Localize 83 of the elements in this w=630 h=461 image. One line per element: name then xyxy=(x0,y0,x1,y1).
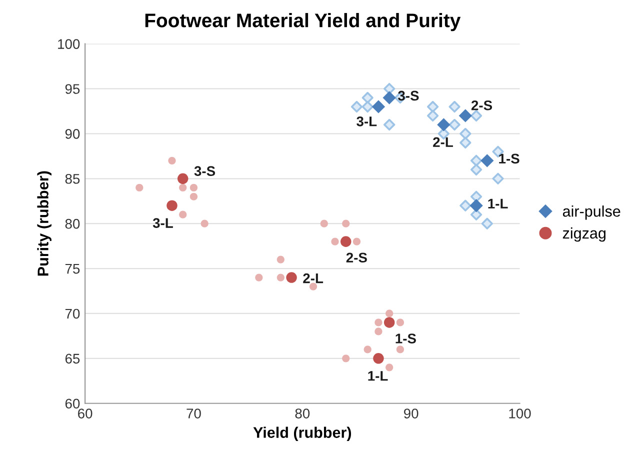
point xyxy=(340,236,352,247)
point xyxy=(168,156,176,164)
y-tick-label: 60 xyxy=(65,398,80,409)
point xyxy=(372,100,386,114)
point xyxy=(177,173,188,184)
point xyxy=(350,100,363,113)
point xyxy=(470,208,482,220)
point xyxy=(470,190,482,202)
annotation: 3-S xyxy=(194,166,216,176)
point xyxy=(166,200,178,211)
point xyxy=(480,154,494,168)
legend-label: air-pulse xyxy=(562,206,620,220)
point xyxy=(362,100,374,113)
legend-label: zigzag xyxy=(562,227,606,242)
point xyxy=(492,172,504,184)
point xyxy=(386,364,394,372)
x-tick-label: 60 xyxy=(78,408,92,418)
point xyxy=(384,118,396,131)
point xyxy=(481,218,493,230)
point xyxy=(276,256,284,264)
point xyxy=(374,318,382,326)
point xyxy=(426,110,439,122)
annotation: 1-L xyxy=(368,371,388,381)
y-tick-label: 95 xyxy=(65,84,80,94)
x-tick-label: 70 xyxy=(186,408,201,418)
point xyxy=(470,154,482,166)
point xyxy=(426,100,439,113)
point xyxy=(460,128,472,140)
annotation: 3-L xyxy=(152,218,173,228)
point xyxy=(470,164,482,176)
point xyxy=(382,91,396,104)
point xyxy=(437,118,450,132)
point xyxy=(179,210,187,218)
point xyxy=(200,220,208,228)
y-tick-label: 100 xyxy=(58,39,80,49)
x-tick-label: 80 xyxy=(295,408,310,418)
point xyxy=(458,109,472,122)
point xyxy=(190,184,198,192)
point xyxy=(470,199,483,212)
point xyxy=(373,353,384,364)
point xyxy=(386,310,394,318)
point xyxy=(460,136,472,148)
point xyxy=(179,184,187,192)
point xyxy=(255,274,263,282)
point xyxy=(460,200,472,212)
chart-title: Footwear Material Yield and Purity xyxy=(145,13,461,32)
annotation: 3-S xyxy=(398,90,419,101)
y-tick-label: 70 xyxy=(65,308,80,319)
point xyxy=(136,184,144,192)
y-tick-label: 80 xyxy=(65,218,80,229)
point xyxy=(362,92,374,104)
x-tick-label: 90 xyxy=(404,408,418,418)
y-tick-label: 90 xyxy=(65,129,80,139)
point xyxy=(276,274,284,282)
point xyxy=(374,328,382,336)
point xyxy=(396,318,404,326)
x-tick-label: 100 xyxy=(509,408,531,418)
annotation: 1-S xyxy=(499,154,520,164)
point xyxy=(342,354,350,362)
point xyxy=(396,346,404,354)
x-axis-title: Yield (rubber) xyxy=(253,426,352,441)
point xyxy=(448,100,460,113)
y-tick-label: 75 xyxy=(65,264,80,274)
point xyxy=(364,346,372,354)
y-axis-title: Purity (rubber) xyxy=(37,171,52,276)
point xyxy=(448,118,460,131)
point xyxy=(331,238,339,246)
point xyxy=(384,317,395,328)
point xyxy=(190,192,198,200)
annotation: 2-L xyxy=(303,273,324,284)
point xyxy=(470,110,482,122)
point xyxy=(320,220,328,228)
point xyxy=(286,272,297,283)
y-tick-label: 65 xyxy=(65,354,80,364)
annotation: 1-L xyxy=(488,198,508,208)
annotation: 2-S xyxy=(471,100,492,110)
point xyxy=(352,238,361,246)
annotation: 2-S xyxy=(346,252,367,263)
annotation: 2-L xyxy=(433,137,453,147)
annotation: 3-L xyxy=(356,116,377,126)
point xyxy=(342,220,350,228)
y-tick-label: 85 xyxy=(65,174,80,184)
annotation: 1-S xyxy=(396,334,416,344)
